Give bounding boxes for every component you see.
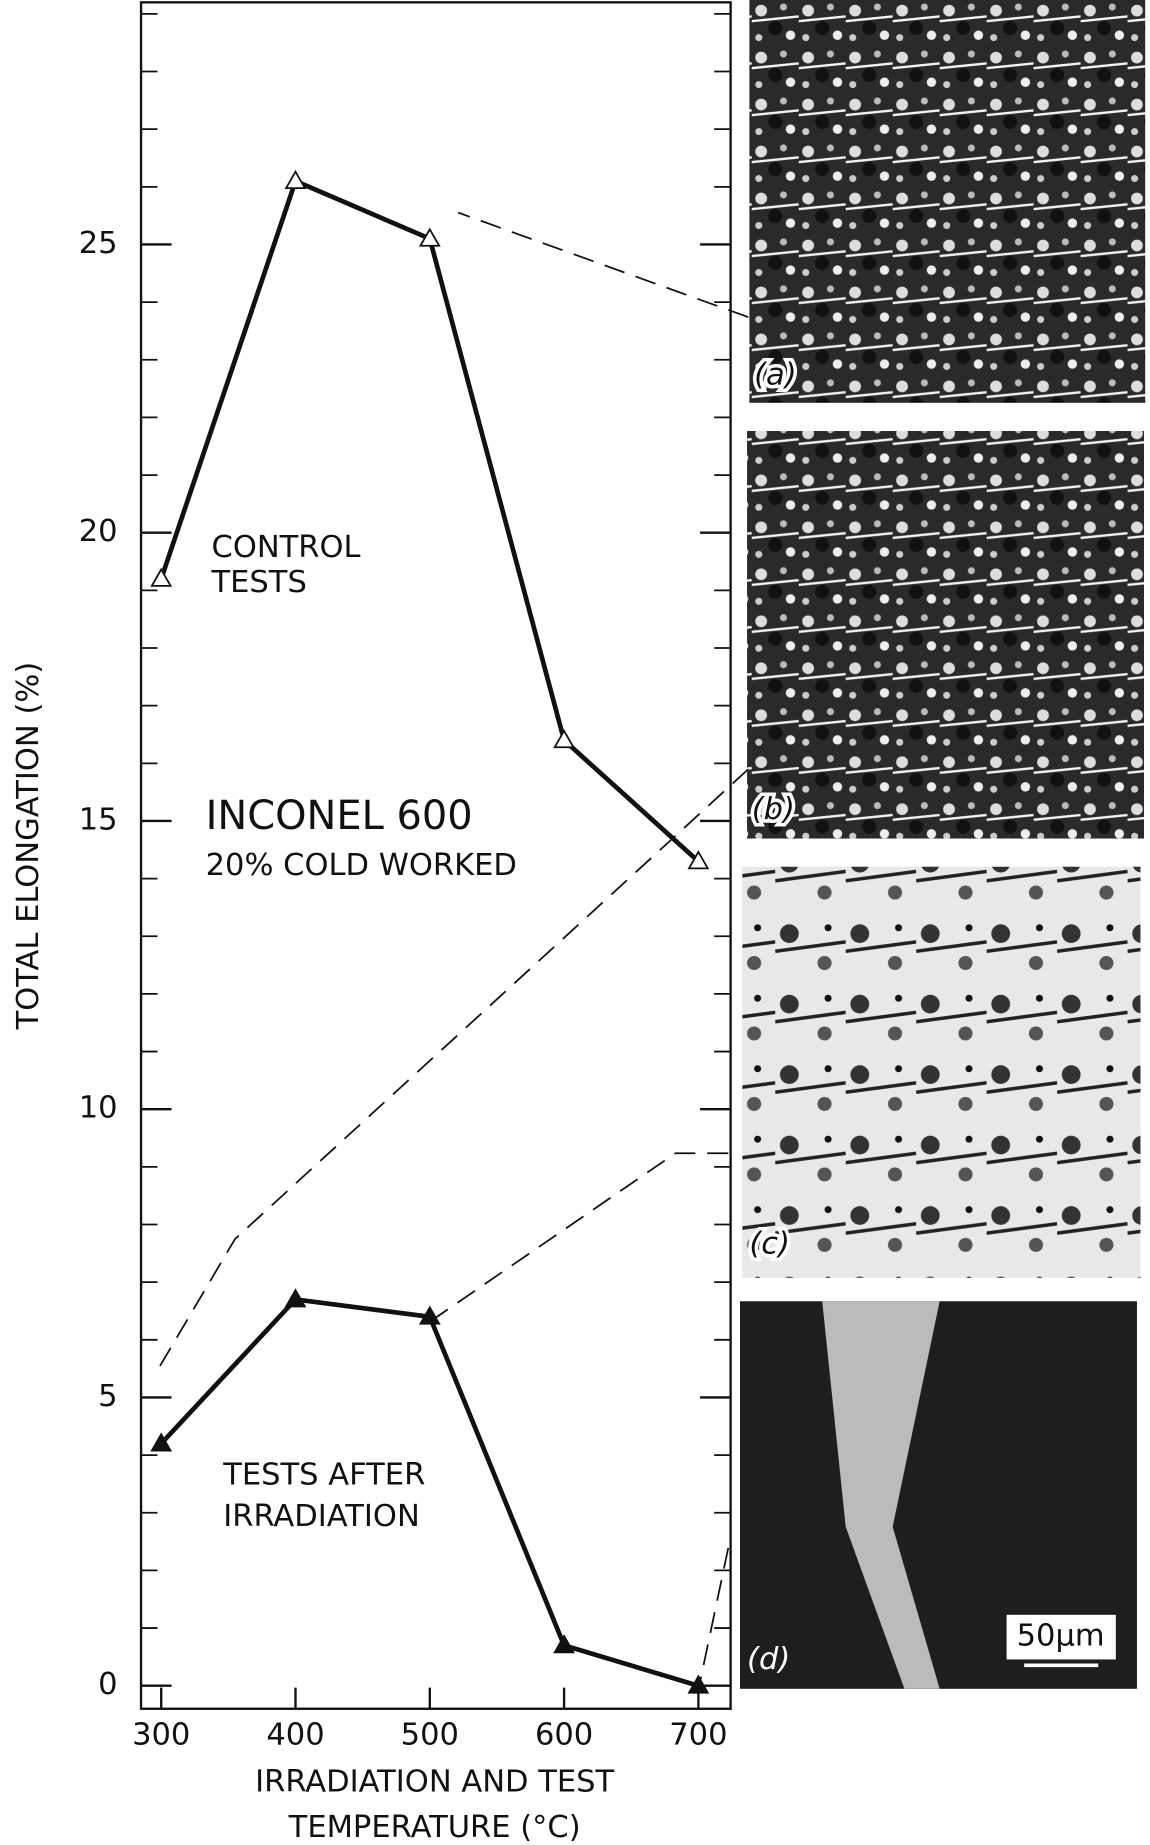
series-label: IRRADIATION [223,1499,420,1534]
data-point [555,731,574,747]
series-label: TESTS [211,565,307,600]
micrograph-a [749,0,1145,403]
x-tick-label: 400 [266,1717,324,1752]
micrograph-label: (c) [749,1226,790,1261]
leader-a [458,213,748,318]
x-tick-label: 500 [401,1717,459,1752]
y-tick-label: 5 [98,1379,117,1414]
page: TOTAL ELONGATION (%) IRRADIATION AND TES… [0,0,1150,1845]
micrographs [740,0,1145,1689]
micrograph-c [742,867,1140,1278]
micrograph-label: (b) [752,792,795,827]
y-axis-label: TOTAL ELONGATION (%) [11,662,46,1031]
y-tick-label: 20 [79,514,118,549]
data-point [555,1636,574,1652]
x-tick-label: 700 [669,1717,727,1752]
series-line [161,181,698,861]
x-axis-label: TEMPERATURE (°C) [288,1810,581,1845]
y-tick-label: 10 [79,1091,118,1126]
series-label: CONTROL [212,530,361,565]
scale-bar-label: 50μm [1017,1619,1105,1654]
x-tick-label: 600 [535,1717,593,1752]
micrograph-b [747,431,1144,839]
leader-c [432,1153,728,1320]
annotation-title: INCONEL 600 [206,793,473,839]
micrograph-label: (a) [754,357,797,392]
data-point [152,569,171,585]
chart: TOTAL ELONGATION (%) IRRADIATION AND TES… [0,0,1150,1845]
data-point [286,172,305,188]
x-tick-label: 300 [132,1717,190,1752]
micrograph-label: (d) [747,1642,790,1677]
series-label: TESTS AFTER [222,1458,425,1493]
annotation-subtitle: 20% COLD WORKED [206,848,517,883]
y-tick-label: 0 [98,1667,117,1702]
y-tick-label: 25 [79,226,118,261]
leader-d [700,1548,728,1682]
y-tick-label: 15 [79,802,118,837]
x-axis-label: IRRADIATION AND TEST [255,1764,614,1799]
